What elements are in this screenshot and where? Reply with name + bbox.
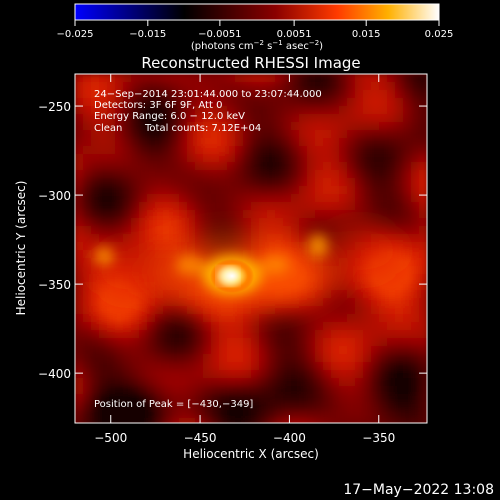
y-tick-label: −400 [38,367,71,381]
colorbar-frame [74,3,440,21]
x-tick-label: −500 [94,431,127,445]
y-axis-label: Heliocentric Y (arcsec) [14,181,28,316]
colorbar-tick-label: −0.025 [56,29,93,40]
detectors-text: Detectors: 3F 6F 9F, Att 0 [94,100,222,111]
method-text: Clean [94,123,122,134]
time-range-text: 24−Sep−2014 23:01:44.000 to 23:07:44.000 [94,89,322,100]
chart-title: Reconstructed RHESSI Image [141,54,360,72]
footer-timestamp: 17−May−2022 13:08 [343,482,494,498]
peak-position-text: Position of Peak = [−430,−349] [94,399,253,410]
y-tick-label: −250 [38,100,71,114]
x-tick-label: −350 [362,431,395,445]
colorbar-tick-label: −0.015 [129,29,166,40]
colorbar-units: (photons cm−2 s−1 asec−2) [191,39,323,52]
energy-range-text: Energy Range: 6.0 − 12.0 keV [94,111,245,122]
y-tick-label: −300 [38,189,71,203]
colorbar-tick-label: −0.0051 [198,29,241,40]
x-tick-label: −450 [184,431,217,445]
x-axis-label: Heliocentric X (arcsec) [183,447,319,461]
y-tick-label: −350 [38,278,71,292]
axis-ticks: −500 −450 −400 −350 −250 −300 −350 −400 [38,74,427,445]
colorbar-ticks: −0.025 −0.015 −0.0051 0.0051 0.015 0.025 [56,20,453,40]
plot-frame [74,73,428,424]
colorbar [75,4,439,20]
colorbar-tick-label: 0.0051 [277,29,312,40]
x-tick-label: −400 [273,431,306,445]
colorbar-tick-label: 0.015 [352,29,381,40]
total-counts-text: Total counts: 7.12E+04 [144,123,261,134]
colorbar-tick-label: 0.025 [425,29,454,40]
heatmap-image [75,74,427,423]
